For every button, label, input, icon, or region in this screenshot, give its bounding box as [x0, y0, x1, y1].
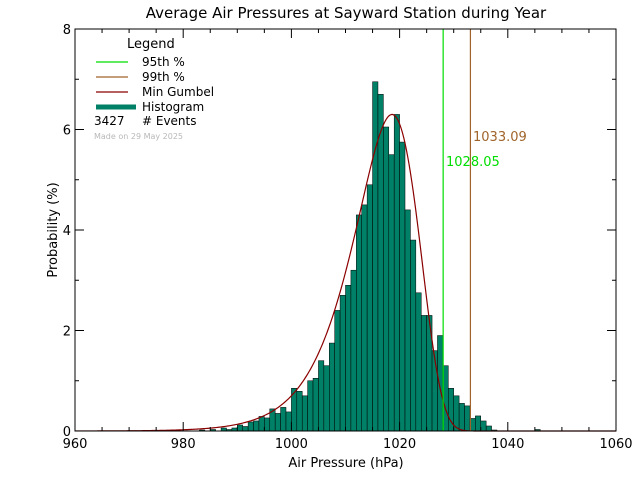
histogram-bar [274, 413, 281, 432]
legend-label-gumbel: Min Gumbel [142, 85, 214, 99]
histogram-bar [366, 184, 373, 432]
histogram-bar [420, 315, 427, 432]
histogram-bar [437, 335, 444, 432]
x-tick-label: 1000 [275, 437, 308, 452]
histogram-bar [464, 405, 471, 432]
histogram-bar [372, 81, 379, 432]
histogram-bar [280, 407, 287, 432]
x-axis-label: Air Pressure (hPa) [288, 456, 403, 471]
y-axis-label: Probability (%) [46, 182, 61, 277]
p95-value-label: 1028.05 [446, 155, 500, 170]
x-tick-label: 1020 [383, 437, 416, 452]
histogram-bar [383, 126, 390, 432]
histogram-bar [247, 421, 254, 432]
y-tick-label: 4 [63, 224, 71, 239]
histogram-bar [345, 285, 352, 432]
histogram-bar [312, 377, 319, 432]
histogram-bar [307, 380, 314, 432]
histogram-bar [410, 239, 417, 432]
legend-events-label: # Events [142, 114, 197, 128]
histogram-bar [404, 209, 411, 432]
axes: 960 980 1000 1020 1040 1060 0 2 4 6 8 [63, 23, 633, 452]
histogram-bar [258, 416, 265, 432]
percentile-lines [442, 29, 472, 431]
legend: Legend 95th % 99th % Min Gumbel Histogra… [94, 37, 214, 141]
histogram-bar [431, 350, 438, 432]
histogram-bar [475, 415, 481, 432]
histogram-bar [264, 417, 271, 432]
histogram-bar [318, 360, 325, 432]
footnote: Made on 29 May 2025 [94, 132, 183, 141]
histogram-bar [485, 425, 492, 432]
chart-title: Average Air Pressures at Sayward Station… [146, 4, 547, 22]
histogram-bar [329, 342, 335, 432]
y-tick-label: 2 [63, 325, 71, 340]
histogram-bar [242, 426, 249, 432]
p99-value-label: 1033.09 [473, 130, 527, 145]
legend-title: Legend [127, 37, 175, 52]
histogram-bar [415, 292, 422, 432]
histogram-bar [393, 114, 400, 432]
histogram-bar [237, 424, 243, 432]
histogram-bar [253, 420, 260, 432]
histogram-bar [334, 310, 341, 432]
histogram-bar [356, 214, 362, 432]
histogram-bar [458, 403, 465, 432]
legend-label-p95: 95th % [142, 55, 185, 69]
histogram-bar [301, 395, 308, 432]
histogram-bar [285, 411, 292, 432]
y-tick-label: 0 [63, 425, 71, 440]
x-tick-label: 1060 [599, 437, 632, 452]
y-tick-label: 6 [63, 124, 71, 139]
histogram-bar [339, 295, 346, 432]
histogram-bars [199, 81, 541, 432]
x-tick-label: 980 [171, 437, 196, 452]
histogram-bar [323, 365, 330, 432]
legend-label-p99: 99th % [142, 70, 185, 84]
histogram-bar [388, 154, 395, 432]
histogram-bar [350, 269, 357, 432]
x-tick-label: 960 [63, 437, 88, 452]
y-tick-label: 8 [63, 23, 71, 38]
legend-events-count: 3427 [94, 114, 125, 128]
histogram-bar [399, 141, 406, 432]
legend-label-histogram: Histogram [142, 100, 204, 114]
histogram-bar [296, 391, 303, 432]
x-tick-label: 1040 [491, 437, 524, 452]
histogram-bar [377, 94, 384, 432]
histogram-bar [361, 204, 368, 432]
histogram-bar [480, 420, 487, 432]
